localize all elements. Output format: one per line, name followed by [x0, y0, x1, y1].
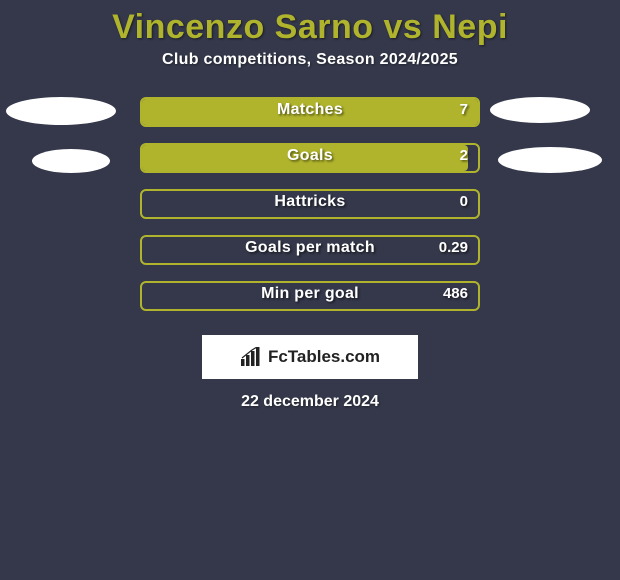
stat-value: 2 [460, 147, 468, 164]
page-subtitle: Club competitions, Season 2024/2025 [0, 51, 620, 97]
stat-value: 0.29 [439, 239, 468, 256]
placeholder-ellipse [6, 97, 116, 125]
fctables-logo: FcTables.com [202, 335, 418, 379]
stat-value: 486 [443, 285, 468, 302]
stat-label: Goals per match [0, 239, 620, 257]
stat-row: Hattricks0 [0, 189, 620, 235]
stat-label: Min per goal [0, 285, 620, 303]
logo-text: FcTables.com [268, 347, 380, 367]
chart-icon [240, 347, 262, 367]
stat-label: Hattricks [0, 193, 620, 211]
placeholder-ellipse [490, 97, 590, 123]
placeholder-ellipse [32, 149, 110, 173]
stat-value: 7 [460, 101, 468, 118]
comparison-chart: Matches7Goals2Hattricks0Goals per match0… [0, 97, 620, 327]
placeholder-ellipse [498, 147, 602, 173]
date-label: 22 december 2024 [0, 393, 620, 411]
stat-row: Goals per match0.29 [0, 235, 620, 281]
stat-value: 0 [460, 193, 468, 210]
page-title: Vincenzo Sarno vs Nepi [0, 0, 620, 51]
stat-row: Min per goal486 [0, 281, 620, 327]
